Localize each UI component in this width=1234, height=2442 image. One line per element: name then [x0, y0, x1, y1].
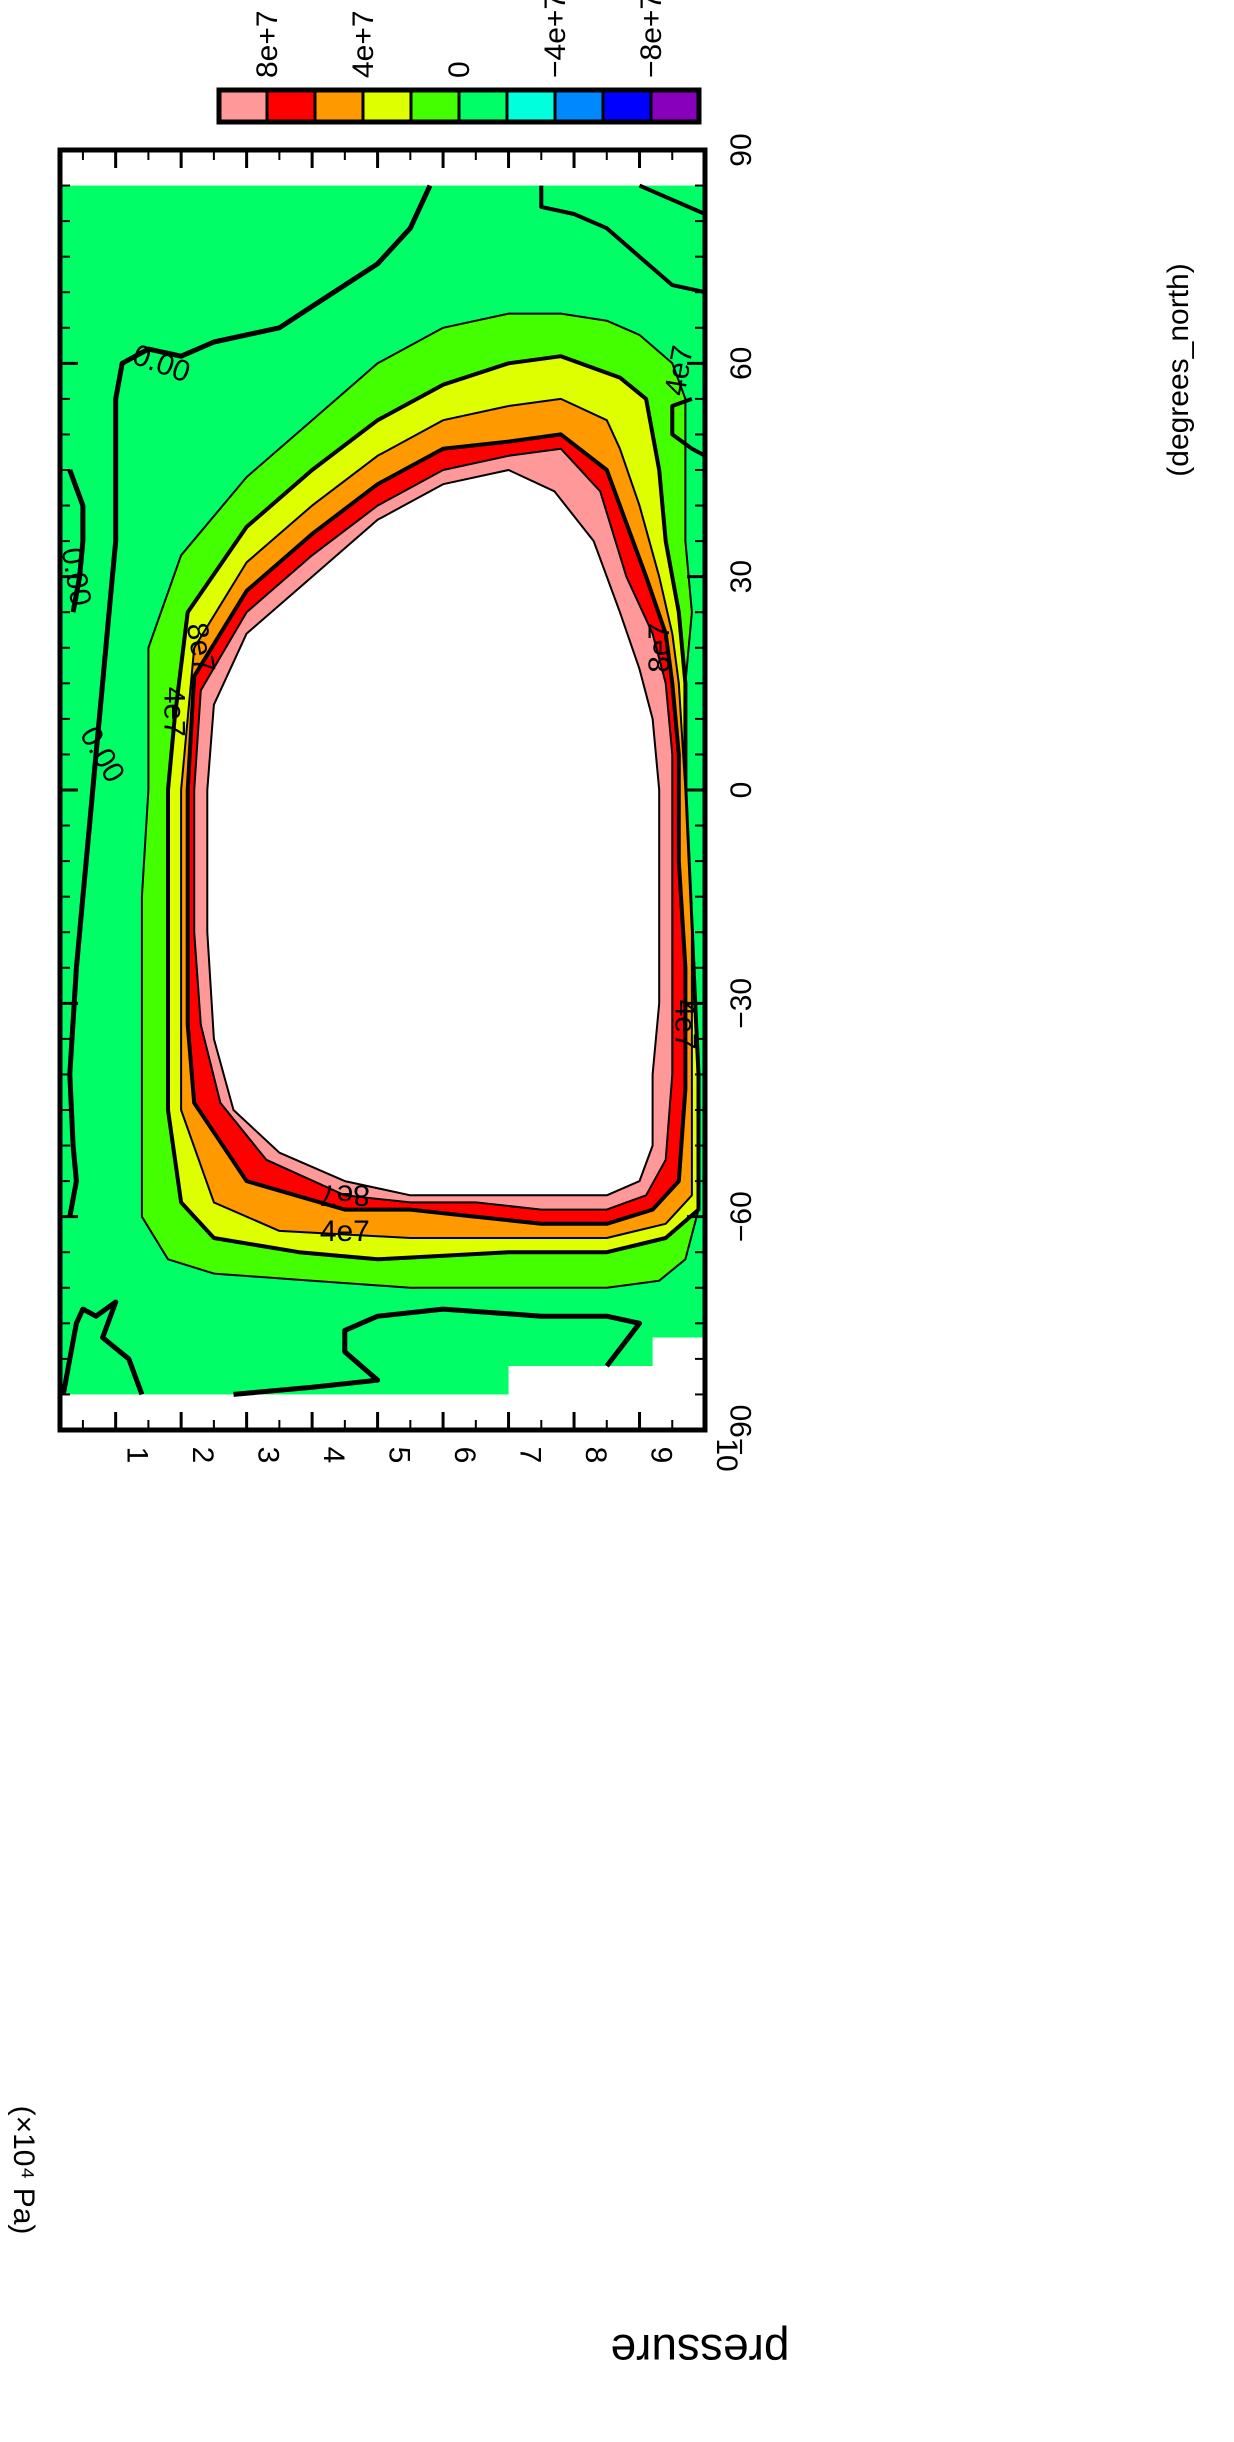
colorbar-swatch-0	[217, 88, 269, 124]
colorbar-label: 8e+7	[251, 10, 284, 78]
colorbar: 8e+7 4e+7 0 −4e+7 −8e+7	[216, 0, 702, 125]
contour-line-5	[539, 185, 706, 295]
colorbar-swatch-7	[553, 88, 605, 124]
pressure-tick-label: 1	[121, 1447, 154, 1464]
colorbar-swatch-8	[601, 88, 653, 124]
contour-line-6	[638, 183, 706, 216]
colorbar-frame	[216, 87, 702, 125]
missing-data-region	[508, 1337, 705, 1395]
pressure-unit-label: (×10⁴ Pa)	[7, 2106, 40, 2235]
pressure-tick-label: 8	[579, 1447, 612, 1464]
colorbar-label: −4e+7	[539, 0, 572, 78]
pressure-tick-label: 3	[252, 1447, 285, 1464]
pressure-tick-label: 5	[383, 1447, 416, 1464]
pressure-axis-title: pressure	[611, 2325, 790, 2377]
pressure-tick-label: 7	[514, 1447, 547, 1464]
pressure-tick-label: 9	[645, 1447, 678, 1464]
contour-label-text: 4e7	[320, 1215, 370, 1248]
contour-label-text: 4e7	[668, 1000, 701, 1050]
contour-label-text: 8e7	[320, 1178, 370, 1211]
contour-line-1	[67, 469, 86, 613]
colorbar-label: −8e+7	[635, 0, 668, 78]
pressure-tick-label: 4	[317, 1447, 350, 1464]
latitude-tick-label: −60	[725, 1191, 758, 1242]
latitude-tick-label: −30	[725, 978, 758, 1029]
latitude-tick-label: 0	[725, 782, 758, 799]
pressure-tick-label: 10	[710, 1438, 743, 1471]
contour-label-9: 4e7	[668, 1000, 701, 1050]
contour-label-3: 4e7	[158, 687, 191, 737]
latitude-tick-label: 30	[725, 560, 758, 593]
contour-line-4	[67, 1074, 79, 1218]
colorbar-swatch-1	[265, 88, 317, 124]
contour-label-text: 8e7	[643, 623, 676, 673]
colorbar-swatch-4	[409, 88, 461, 124]
contour-label-5: 8e7	[643, 623, 676, 673]
pressure-tick-label: 2	[186, 1447, 219, 1464]
contour-line-3	[60, 1299, 145, 1396]
colorbar-label: 4e+7	[347, 10, 380, 78]
latitude-tick-label: 60	[725, 347, 758, 380]
colorbar-swatch-9	[649, 88, 701, 124]
colorbar-label: 0	[443, 61, 476, 78]
colorbar-swatch-6	[505, 88, 557, 124]
contour-label-8: 4e7	[320, 1215, 370, 1248]
contour-band-5	[206, 469, 661, 1197]
contour-label-7: 8e7	[320, 1178, 370, 1211]
pressure-tick-label: 6	[448, 1447, 481, 1464]
latitude-unit-label: (degrees_north)	[1162, 263, 1195, 476]
contour-line-7	[670, 397, 706, 458]
contour-line-0	[67, 184, 433, 1075]
colorbar-swatch-3	[361, 88, 413, 124]
contour-label-text: 4e7	[158, 687, 191, 737]
latitude-tick-label: 90	[725, 133, 758, 166]
colorbar-swatch-5	[457, 88, 509, 124]
contour-line-2	[233, 1306, 642, 1397]
latitude-tick-label: −90	[725, 1405, 758, 1456]
colorbar-swatch-2	[313, 88, 365, 124]
